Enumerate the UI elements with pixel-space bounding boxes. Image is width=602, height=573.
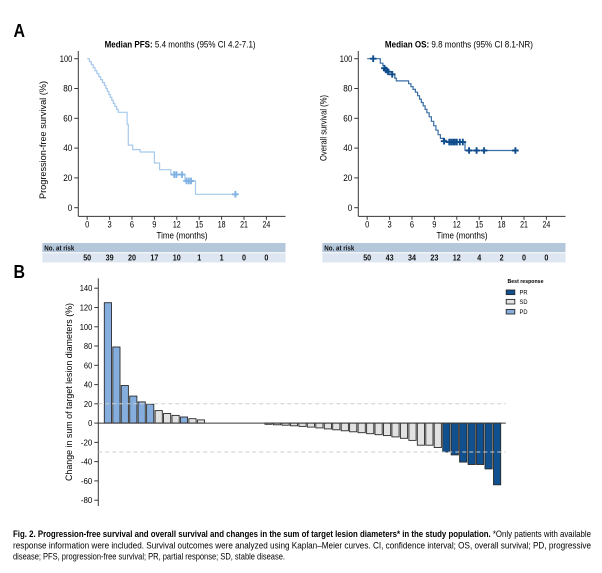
svg-text:20: 20	[63, 173, 72, 183]
svg-text:0: 0	[522, 254, 526, 263]
svg-text:9: 9	[432, 220, 436, 230]
svg-text:120: 120	[80, 303, 93, 313]
svg-text:6: 6	[410, 220, 414, 230]
svg-text:40: 40	[84, 380, 93, 390]
svg-text:60: 60	[84, 360, 93, 370]
svg-text:140: 140	[80, 283, 93, 293]
svg-text:12: 12	[453, 254, 461, 263]
svg-text:15: 15	[475, 220, 483, 230]
svg-text:60: 60	[343, 113, 352, 123]
svg-text:-20: -20	[81, 437, 93, 447]
svg-text:50: 50	[363, 254, 371, 263]
svg-text:40: 40	[63, 143, 72, 153]
svg-text:43: 43	[386, 254, 394, 263]
svg-text:21: 21	[240, 220, 248, 230]
svg-text:3: 3	[108, 220, 112, 230]
svg-text:A: A	[14, 21, 26, 41]
svg-text:60: 60	[63, 113, 72, 123]
svg-text:Median OS: 9.8 months (95% CI: Median OS: 9.8 months (95% CI 8.1-NR)	[385, 40, 533, 50]
svg-text:12: 12	[453, 220, 461, 230]
svg-text:20: 20	[343, 173, 352, 183]
svg-text:15: 15	[195, 220, 203, 230]
svg-text:18: 18	[218, 220, 226, 230]
svg-text:Overall survival (%): Overall survival (%)	[319, 95, 329, 161]
svg-text:100: 100	[80, 322, 93, 332]
svg-text:1: 1	[220, 254, 224, 263]
svg-text:Best response: Best response	[508, 279, 544, 285]
svg-text:SD: SD	[520, 299, 528, 306]
svg-text:No. at risk: No. at risk	[324, 243, 355, 252]
svg-text:response information were incl: response information were included. Surv…	[13, 540, 591, 550]
svg-text:80: 80	[84, 341, 93, 351]
svg-text:-60: -60	[81, 476, 93, 486]
svg-text:50: 50	[83, 254, 91, 263]
svg-text:6: 6	[130, 220, 134, 230]
svg-text:100: 100	[60, 54, 73, 64]
svg-text:0: 0	[264, 254, 268, 263]
svg-text:80: 80	[343, 84, 352, 94]
svg-text:Change in sum of target lesion: Change in sum of target lesion diameters…	[64, 303, 74, 481]
svg-text:1: 1	[197, 254, 201, 263]
svg-text:21: 21	[520, 220, 528, 230]
svg-text:0: 0	[242, 254, 246, 263]
svg-text:0: 0	[68, 203, 73, 213]
svg-text:34: 34	[408, 254, 416, 263]
svg-text:39: 39	[106, 254, 114, 263]
svg-text:4: 4	[477, 254, 481, 263]
svg-text:12: 12	[173, 220, 181, 230]
svg-text:20: 20	[128, 254, 136, 263]
svg-text:0: 0	[85, 220, 89, 230]
svg-text:Time (months): Time (months)	[157, 231, 208, 241]
svg-text:18: 18	[498, 220, 506, 230]
svg-text:24: 24	[543, 220, 551, 230]
svg-text:20: 20	[84, 399, 93, 409]
svg-text:3: 3	[388, 220, 392, 230]
svg-text:PD: PD	[520, 309, 528, 316]
svg-text:-40: -40	[81, 457, 93, 467]
svg-text:0: 0	[88, 418, 92, 428]
svg-text:0: 0	[365, 220, 369, 230]
svg-text:Median PFS: 5.4 months (95% CI: Median PFS: 5.4 months (95% CI 4.2-7.1)	[105, 40, 256, 50]
svg-text:40: 40	[343, 143, 352, 153]
svg-text:B: B	[14, 262, 26, 282]
svg-text:80: 80	[63, 84, 72, 94]
svg-text:disease; PFS, progression-free: disease; PFS, progression-free survival;…	[13, 552, 285, 562]
svg-text:Time (months): Time (months)	[437, 231, 488, 241]
svg-text:Fig. 2. Progression-free surv: Fig. 2. Progression-free survival and ov…	[13, 529, 591, 539]
svg-text:23: 23	[430, 254, 438, 263]
svg-text:10: 10	[173, 254, 181, 263]
svg-text:100: 100	[340, 54, 353, 64]
svg-text:24: 24	[263, 220, 271, 230]
svg-text:-80: -80	[81, 495, 93, 505]
svg-text:PR: PR	[520, 289, 528, 296]
svg-text:0: 0	[348, 203, 353, 213]
svg-text:17: 17	[150, 254, 158, 263]
svg-text:0: 0	[544, 254, 548, 263]
svg-text:Progression-free survival (%): Progression-free survival (%)	[38, 81, 48, 199]
svg-text:9: 9	[152, 220, 156, 230]
svg-text:2: 2	[500, 254, 504, 263]
svg-text:No. at risk: No. at risk	[44, 243, 75, 252]
